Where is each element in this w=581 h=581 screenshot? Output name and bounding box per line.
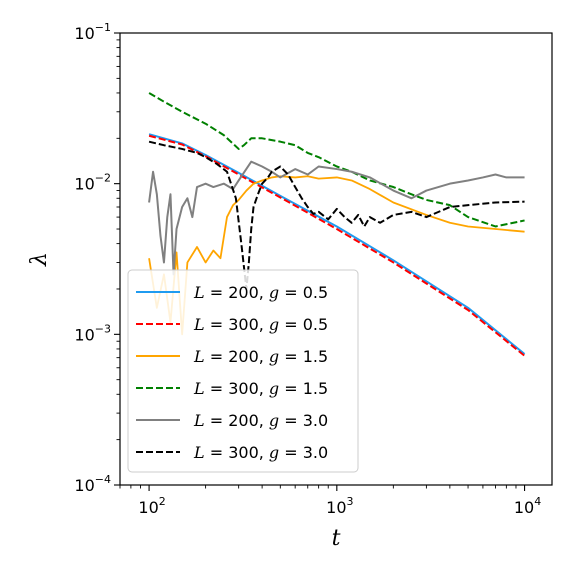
series-line-1 bbox=[148, 133, 526, 355]
legend-label-part: g bbox=[269, 315, 279, 334]
legend-label-part: = bbox=[205, 347, 229, 366]
x-axis-label: t bbox=[332, 526, 341, 551]
legend-label-part: g bbox=[269, 379, 279, 398]
legend-label-part: 300 bbox=[228, 315, 259, 334]
legend-label-part: 300 bbox=[228, 379, 259, 398]
legend-label-part: L bbox=[193, 283, 205, 302]
legend-label-part: , bbox=[259, 315, 269, 334]
legend-label-part: 200 bbox=[228, 411, 259, 430]
legend-label-part: 200 bbox=[228, 283, 259, 302]
legend-label-part: g bbox=[269, 443, 279, 462]
legend-label-part: = bbox=[205, 283, 229, 302]
x-tick-label: 104 bbox=[514, 495, 541, 517]
legend-label-6: L = 300, g = 3.0 bbox=[193, 443, 328, 462]
x-tick-label: 102 bbox=[138, 495, 165, 517]
y-tick-label: 10−4 bbox=[74, 473, 111, 495]
legend-label-2: L = 300, g = 0.5 bbox=[193, 315, 328, 334]
legend-label-part: 3.0 bbox=[303, 443, 328, 462]
legend-label-part: L bbox=[193, 315, 205, 334]
legend-label-part: 1.5 bbox=[303, 379, 328, 398]
x-tick-label: 103 bbox=[326, 495, 353, 517]
legend-label-4: L = 300, g = 1.5 bbox=[193, 379, 328, 398]
legend-label-part: 0.5 bbox=[303, 315, 328, 334]
legend-label-part: , bbox=[259, 347, 269, 366]
y-tick-label: 10−2 bbox=[74, 172, 111, 194]
x-tick-label-exponent: 2 bbox=[159, 495, 166, 508]
legend-label-3: L = 200, g = 1.5 bbox=[193, 347, 328, 366]
legend-label-part: 0.5 bbox=[303, 283, 328, 302]
legend-label-part: , bbox=[259, 443, 269, 462]
y-tick-label-base: 10 bbox=[74, 476, 94, 495]
legend-label-part: = bbox=[279, 379, 303, 398]
legend-label-part: , bbox=[259, 411, 269, 430]
x-tick-label-base: 10 bbox=[514, 498, 534, 517]
legend-label-part: 300 bbox=[228, 443, 259, 462]
legend: L = 200, g = 0.5L = 300, g = 0.5L = 200,… bbox=[127, 269, 359, 473]
legend-label-part: = bbox=[205, 315, 229, 334]
legend-label-part: = bbox=[279, 315, 303, 334]
legend-label-part: g bbox=[269, 347, 279, 366]
legend-label-part: = bbox=[279, 411, 303, 430]
series-line-2 bbox=[148, 134, 526, 357]
legend-label-part: = bbox=[205, 411, 229, 430]
series-line-4 bbox=[148, 92, 525, 228]
y-tick-label-exponent: −4 bbox=[95, 473, 111, 486]
legend-box bbox=[127, 269, 359, 473]
y-tick-label-base: 10 bbox=[74, 24, 94, 43]
y-tick-label-base: 10 bbox=[74, 325, 94, 344]
x-tick-label-base: 10 bbox=[138, 498, 158, 517]
legend-label-part: = bbox=[279, 347, 303, 366]
legend-label-part: L bbox=[193, 411, 205, 430]
legend-label-part: 200 bbox=[228, 347, 259, 366]
y-axis-label: λ bbox=[27, 252, 52, 267]
y-tick-label-exponent: −1 bbox=[95, 21, 111, 34]
legend-label-part: 1.5 bbox=[303, 347, 328, 366]
legend-label-part: g bbox=[269, 411, 279, 430]
legend-label-part: = bbox=[205, 379, 229, 398]
legend-label-part: , bbox=[259, 379, 269, 398]
legend-label-part: g bbox=[269, 283, 279, 302]
legend-label-1: L = 200, g = 0.5 bbox=[193, 283, 328, 302]
legend-label-part: = bbox=[205, 443, 229, 462]
legend-label-part: , bbox=[259, 283, 269, 302]
y-tick-label-exponent: −2 bbox=[95, 172, 111, 185]
legend-label-part: 3.0 bbox=[303, 411, 328, 430]
series-line-6 bbox=[148, 140, 525, 290]
legend-label-part: L bbox=[193, 347, 205, 366]
y-tick-label-base: 10 bbox=[74, 175, 94, 194]
legend-label-part: = bbox=[279, 443, 303, 462]
legend-label-part: L bbox=[193, 443, 205, 462]
y-tick-label: 10−1 bbox=[74, 21, 111, 43]
y-tick-label: 10−3 bbox=[74, 322, 111, 344]
legend-label-part: = bbox=[279, 283, 303, 302]
x-tick-label-base: 10 bbox=[326, 498, 346, 517]
legend-label-part: L bbox=[193, 379, 205, 398]
x-tick-label-exponent: 3 bbox=[347, 495, 354, 508]
legend-label-5: L = 200, g = 3.0 bbox=[193, 411, 328, 430]
plot-frame bbox=[119, 32, 553, 486]
series-line-5 bbox=[148, 160, 525, 276]
y-tick-label-exponent: −3 bbox=[95, 322, 111, 335]
x-tick-label-exponent: 4 bbox=[534, 495, 541, 508]
